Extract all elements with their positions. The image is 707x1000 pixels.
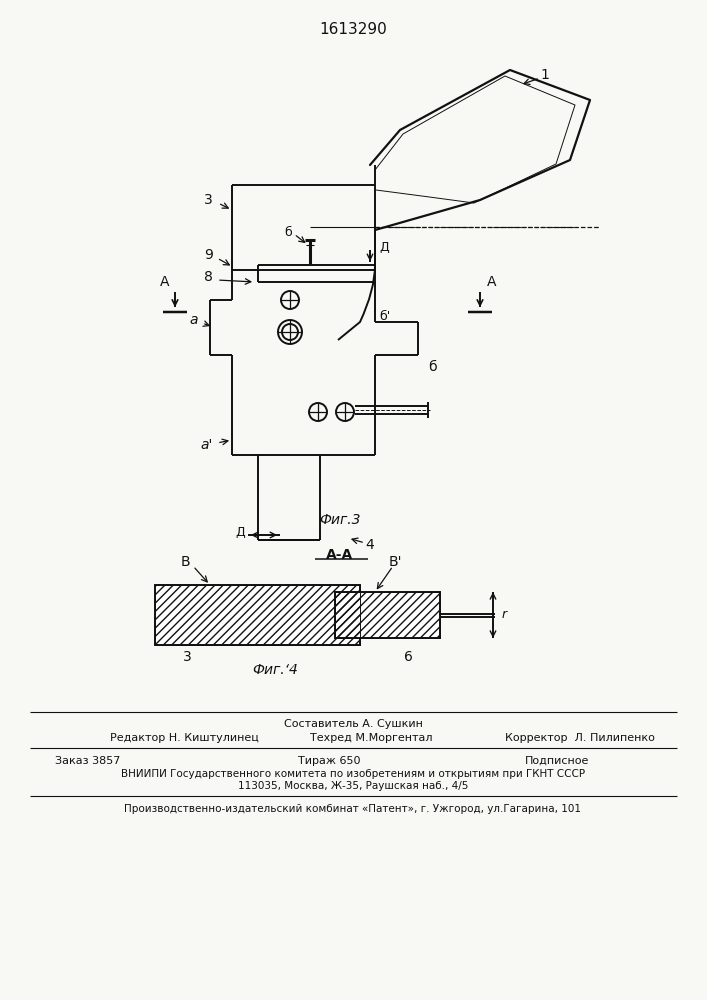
Text: 3: 3 xyxy=(182,650,192,664)
Text: а': а' xyxy=(201,438,213,452)
Text: А-А: А-А xyxy=(327,548,354,562)
Text: ВНИИПИ Государственного комитета по изобретениям и открытиям при ГКНТ СССР: ВНИИПИ Государственного комитета по изоб… xyxy=(121,769,585,779)
Text: 9: 9 xyxy=(204,248,213,262)
Text: Фиг.‘4: Фиг.‘4 xyxy=(252,663,298,677)
Text: 6: 6 xyxy=(404,650,412,664)
Text: Тираж 650: Тираж 650 xyxy=(298,756,361,766)
Text: А: А xyxy=(160,275,170,289)
Text: r: r xyxy=(501,608,506,621)
Text: б': б' xyxy=(380,310,391,324)
Text: 8: 8 xyxy=(204,270,213,284)
Text: 3: 3 xyxy=(204,193,213,207)
Text: 1613290: 1613290 xyxy=(319,22,387,37)
Text: Подписное: Подписное xyxy=(525,756,590,766)
Text: а: а xyxy=(189,313,198,327)
Text: 113035, Москва, Ж-35, Раушская наб., 4/5: 113035, Москва, Ж-35, Раушская наб., 4/5 xyxy=(238,781,468,791)
Text: 4: 4 xyxy=(366,538,375,552)
Bar xyxy=(155,585,360,645)
Text: Составитель А. Сушкин: Составитель А. Сушкин xyxy=(284,719,423,729)
Text: Д: Д xyxy=(235,526,245,538)
Text: б: б xyxy=(284,226,292,238)
Text: б: б xyxy=(428,360,436,374)
Bar xyxy=(335,592,440,638)
Text: Техред М.Моргентал: Техред М.Моргентал xyxy=(310,733,433,743)
Bar xyxy=(335,592,440,638)
Text: Производственно-издательский комбинат «Патент», г. Ужгород, ул.Гагарина, 101: Производственно-издательский комбинат «П… xyxy=(124,804,581,814)
Text: Заказ 3857: Заказ 3857 xyxy=(55,756,120,766)
Text: Фиг.3: Фиг.3 xyxy=(320,513,361,527)
Text: Редактор Н. Киштулинец: Редактор Н. Киштулинец xyxy=(110,733,259,743)
Bar xyxy=(155,585,360,645)
Text: А: А xyxy=(487,275,497,289)
Text: В: В xyxy=(180,555,189,569)
Text: Корректор  Л. Пилипенко: Корректор Л. Пилипенко xyxy=(505,733,655,743)
Text: 1: 1 xyxy=(541,68,549,82)
Text: В': В' xyxy=(388,555,402,569)
Text: Д: Д xyxy=(379,240,389,253)
